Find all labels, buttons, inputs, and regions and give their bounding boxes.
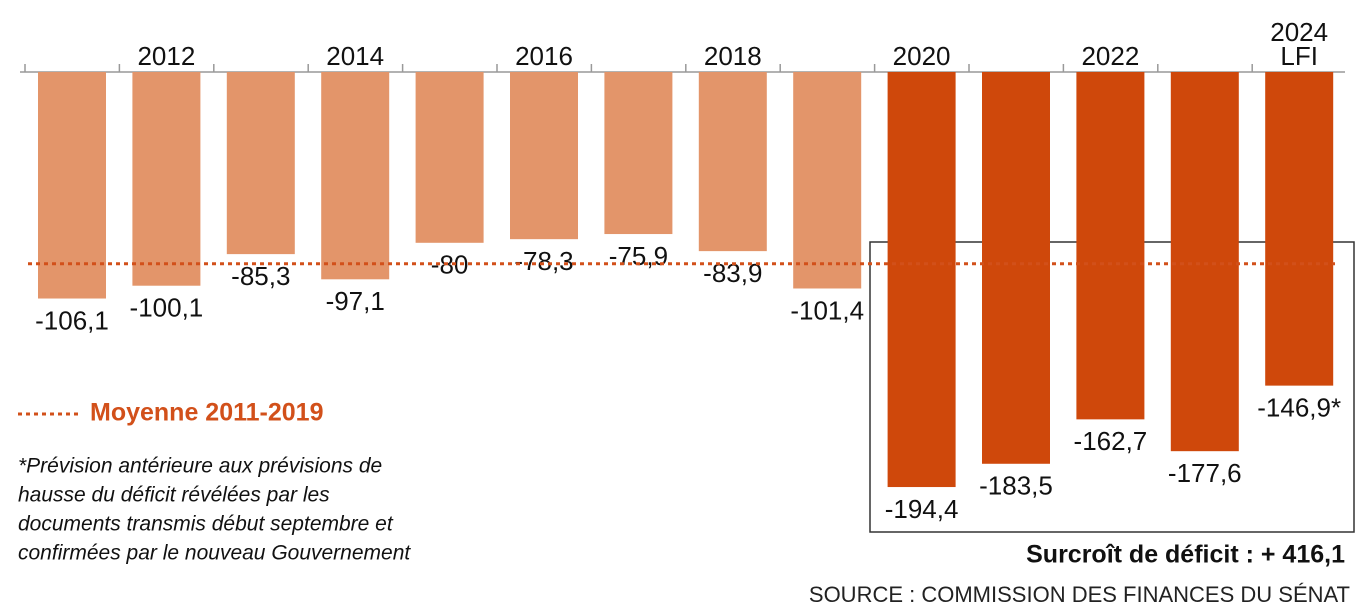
bar: [226, 72, 295, 255]
x-tick-label: 2016: [515, 41, 573, 71]
value-label: -106,1: [35, 305, 109, 335]
note-line: documents transmis début septembre et: [18, 513, 394, 536]
bar: [510, 72, 578, 240]
note-line: *Prévision antérieure aux prévisions de: [18, 455, 382, 478]
bar: [132, 72, 201, 286]
bar: [1170, 72, 1239, 452]
bar: [887, 72, 956, 488]
bar: [1076, 72, 1145, 420]
value-label: -194,4: [885, 494, 959, 524]
value-label: -100,1: [130, 293, 204, 323]
x-tick-label: 2020: [892, 41, 951, 71]
value-label: -97,1: [326, 286, 385, 316]
value-label: -101,4: [790, 295, 864, 325]
bar: [793, 72, 862, 289]
bar: [321, 72, 390, 280]
value-label: -78,3: [514, 246, 573, 276]
bar: [1265, 72, 1334, 386]
note-line: hausse du déficit révélées par les: [18, 484, 330, 507]
bar: [698, 72, 767, 252]
value-label: -146,9*: [1257, 393, 1341, 423]
bar: [982, 72, 1050, 464]
x-tick-label: 2024 LFI: [1270, 17, 1329, 71]
value-label: -183,5: [979, 471, 1053, 501]
source: SOURCE : COMMISSION DES FINANCES DU SÉNA…: [809, 582, 1350, 606]
value-label: -75,9: [609, 241, 668, 271]
x-tick-label: 2022: [1081, 41, 1140, 71]
x-tick-label: 2012: [137, 41, 196, 71]
note-line: confirmées par le nouveau Gouvernement: [18, 542, 411, 565]
value-label: -162,7: [1074, 426, 1148, 456]
x-tick-label: 2018: [703, 41, 762, 71]
value-label: -177,6: [1168, 458, 1242, 488]
x-tick-label: 2014: [326, 41, 385, 71]
bar: [415, 72, 484, 243]
value-label: -85,3: [231, 261, 290, 291]
bar: [604, 72, 673, 235]
legend-label: Moyenne 2011-2019: [90, 399, 323, 427]
bar: [38, 72, 106, 299]
annotation: Surcroît de déficit : + 416,1: [1026, 541, 1345, 569]
